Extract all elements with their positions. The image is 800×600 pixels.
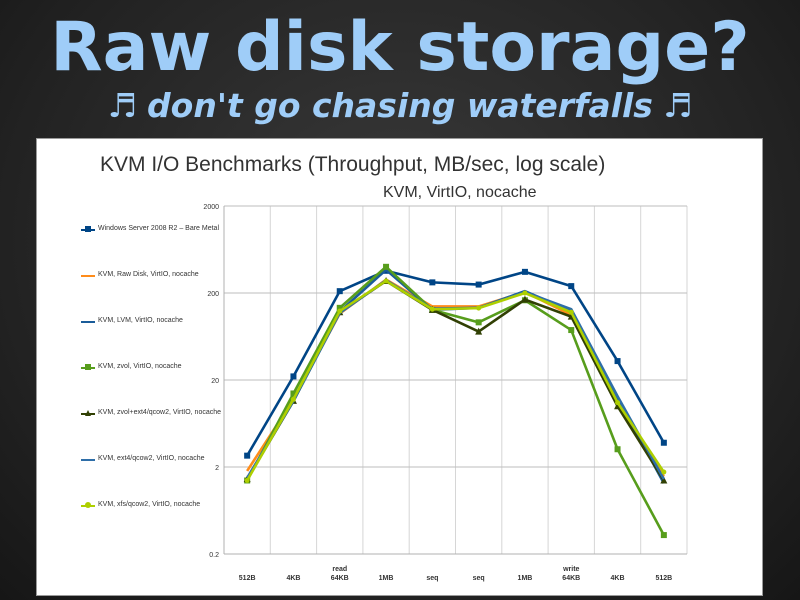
data-point-marker (290, 373, 297, 380)
data-point-marker (244, 477, 250, 483)
series-line (246, 279, 665, 482)
chart-plot: 0.2 2 20 200 2000 512B 4KB 64KB read 1MB seq seq 1MB… (203, 204, 688, 582)
data-point-marker (614, 446, 621, 453)
y-tick-label: 0.2 (209, 552, 219, 559)
y-tick-label: 200 (207, 291, 219, 298)
x-tick-label: 1MB (379, 575, 394, 582)
x-group-label: write (562, 566, 579, 573)
x-tick-label: 1MB (518, 575, 533, 582)
data-point-marker (568, 327, 575, 334)
data-point-marker (337, 308, 343, 314)
legend-label: KVM, zvol+ext4/qcow2, VirtIO, nocache (98, 409, 222, 416)
chart-title: KVM I/O Benchmarks (Throughput, MB/sec, … (100, 153, 606, 176)
music-note-icon: ♬ (107, 86, 138, 125)
legend-label: KVM, ext4/qcow2, VirtIO, nocache (98, 455, 205, 462)
legend-marker (85, 364, 91, 370)
data-point-marker (244, 452, 251, 459)
legend-marker (85, 410, 91, 416)
data-point-marker (336, 304, 343, 311)
x-tick-label: 64KB (331, 575, 349, 582)
x-tick-label: 4KB (611, 575, 625, 582)
data-point-marker (660, 476, 668, 484)
data-point-marker (568, 309, 574, 315)
legend-label: KVM, LVM, VirtIO, nocache (98, 317, 183, 324)
data-point-marker (475, 319, 482, 326)
slide-subtitle-text: don't go chasing waterfalls (147, 86, 653, 125)
y-tick-label: 2000 (203, 204, 219, 211)
y-tick-label: 20 (211, 378, 219, 385)
slide-title: Raw disk storage? (50, 8, 750, 87)
data-point-marker (568, 283, 575, 290)
data-point-marker (614, 358, 621, 365)
slide-subtitle: ♬ don't go chasing waterfalls ♬ (0, 86, 800, 125)
data-point-marker (661, 469, 667, 475)
data-point-marker (290, 396, 296, 402)
x-tick-label: seq (473, 575, 485, 582)
legend-label: KVM, Raw Disk, VirtIO, nocache (98, 271, 199, 278)
data-point-marker (383, 263, 390, 270)
x-tick-label: 4KB (286, 575, 300, 582)
data-point-marker (615, 400, 621, 406)
legend-swatch (81, 275, 95, 277)
chart-panel: KVM I/O Benchmarks (Throughput, MB/sec, … (36, 138, 763, 596)
data-point-marker (660, 532, 667, 539)
data-point-marker (475, 327, 483, 335)
data-point-marker (521, 295, 529, 303)
legend-swatch (81, 459, 95, 461)
legend-marker (85, 502, 91, 508)
data-point-marker (475, 281, 482, 288)
x-tick-label: seq (426, 575, 438, 582)
series-line (246, 265, 665, 536)
data-point-marker (521, 268, 528, 275)
legend-label: Windows Server 2008 R2 – Bare Metal (98, 225, 219, 232)
chart-subtitle: KVM, VirtIO, nocache (383, 184, 537, 201)
legend-label: KVM, xfs/qcow2, VirtIO, nocache (98, 501, 201, 508)
data-point-marker (383, 278, 389, 284)
y-tick-label: 2 (215, 465, 219, 472)
data-point-marker (476, 305, 482, 311)
legend-swatch (81, 321, 95, 323)
legend-marker (85, 226, 91, 232)
x-tick-label: 64KB (562, 575, 580, 582)
music-note-icon: ♬ (662, 86, 693, 125)
data-point-marker (336, 288, 343, 295)
data-point-marker (522, 290, 528, 296)
data-point-marker (290, 390, 297, 397)
x-tick-label: 512B (239, 575, 256, 582)
legend-label: KVM, zvol, VirtIO, nocache (98, 363, 182, 370)
data-point-marker (429, 306, 435, 312)
x-group-label: read (332, 566, 347, 573)
data-point-marker (660, 439, 667, 446)
series-line (246, 269, 665, 457)
data-point-marker (429, 279, 436, 286)
x-tick-label: 512B (655, 575, 672, 582)
